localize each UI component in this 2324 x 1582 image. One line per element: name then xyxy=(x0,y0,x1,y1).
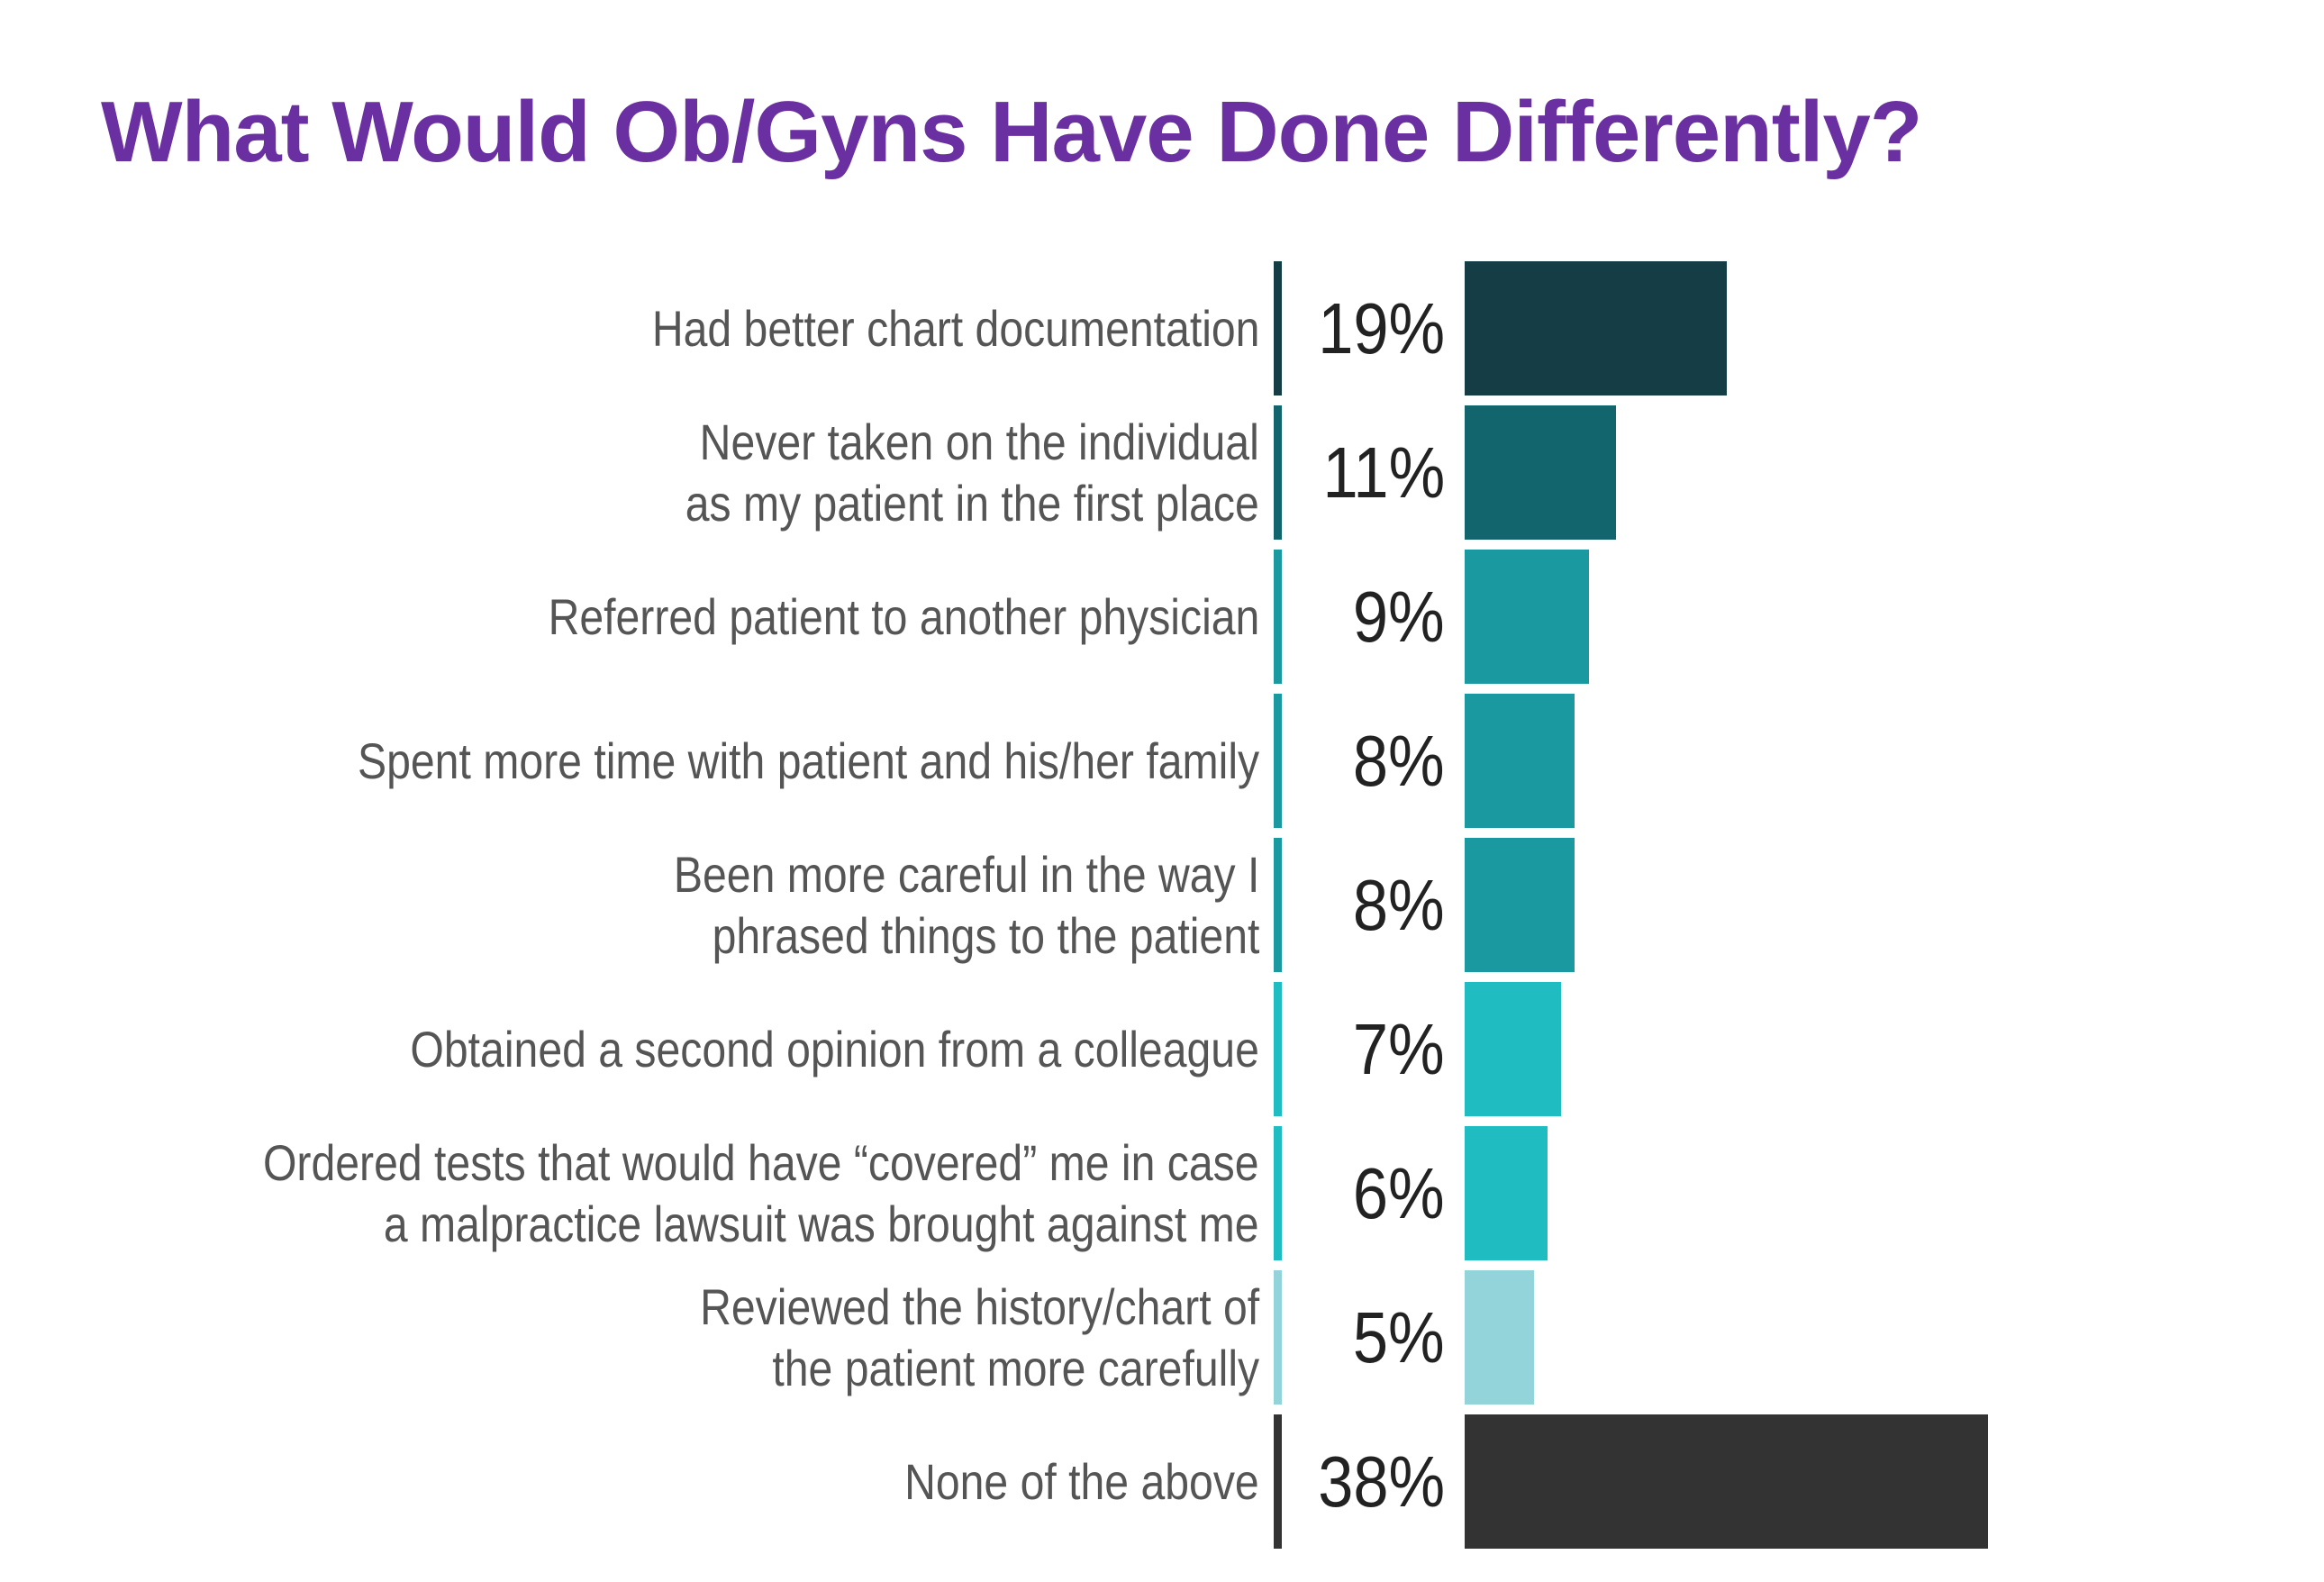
category-label: Obtained a second opinion from a colleag… xyxy=(411,982,1259,1116)
category-label: Spent more time with patient and his/her… xyxy=(358,694,1259,828)
data-label: 8% xyxy=(1353,720,1445,801)
bar-row: None of the above 38% xyxy=(0,1414,2324,1549)
data-label: 5% xyxy=(1353,1296,1445,1377)
bar-row: Spent more time with patient and his/her… xyxy=(0,694,2324,828)
category-label-line: Reviewed the history/chart of xyxy=(699,1277,1259,1335)
category-label-line: phrased things to the patient xyxy=(712,906,1259,964)
data-label: 38% xyxy=(1318,1441,1445,1522)
bar xyxy=(1465,838,1575,972)
category-label-line: Had better chart documentation xyxy=(651,299,1259,357)
row-accent-line xyxy=(1274,1270,1282,1405)
data-label: 7% xyxy=(1353,1008,1445,1089)
category-label: Never taken on the individual as my patie… xyxy=(685,405,1259,540)
category-label-line: None of the above xyxy=(904,1452,1259,1510)
category-label: Had better chart documentation xyxy=(651,261,1259,396)
category-label-line: as my patient in the first place xyxy=(685,474,1259,532)
bar-row: Reviewed the history/chart of the patient… xyxy=(0,1270,2324,1405)
category-label-line: a malpractice lawsuit was brought agains… xyxy=(384,1195,1259,1252)
bar-row: Had better chart documentation 19% xyxy=(0,261,2324,396)
row-accent-line xyxy=(1274,550,1282,684)
data-label: 8% xyxy=(1353,864,1445,945)
category-label: Ordered tests that would have “covered” … xyxy=(263,1126,1259,1260)
category-label: None of the above xyxy=(904,1414,1259,1549)
data-label: 19% xyxy=(1318,287,1445,368)
category-label: Reviewed the history/chart of the patient… xyxy=(700,1270,1259,1405)
category-label-line: Referred patient to another physician xyxy=(548,587,1259,645)
category-label-line: Spent more time with patient and his/her… xyxy=(357,732,1259,789)
row-accent-line xyxy=(1274,1126,1282,1260)
bar-row: Referred patient to another physician 9% xyxy=(0,550,2324,684)
category-label-line: Obtained a second opinion from a colleag… xyxy=(410,1020,1259,1077)
row-accent-line xyxy=(1274,694,1282,828)
row-accent-line xyxy=(1274,838,1282,972)
data-label: 11% xyxy=(1322,432,1445,513)
data-label: 9% xyxy=(1353,576,1445,657)
bar xyxy=(1465,261,1727,396)
bar xyxy=(1465,694,1575,828)
bar-row: Obtained a second opinion from a colleag… xyxy=(0,982,2324,1116)
row-accent-line xyxy=(1274,1414,1282,1549)
bar xyxy=(1465,1270,1534,1405)
category-label-line: Been more careful in the way I xyxy=(673,845,1259,903)
bar xyxy=(1465,982,1562,1116)
category-label: Referred patient to another physician xyxy=(548,550,1259,684)
row-accent-line xyxy=(1274,261,1282,396)
row-accent-line xyxy=(1274,982,1282,1116)
row-accent-line xyxy=(1274,405,1282,540)
category-label-line: Never taken on the individual xyxy=(699,413,1259,470)
bar-row: Ordered tests that would have “covered” … xyxy=(0,1126,2324,1260)
bar xyxy=(1465,550,1589,684)
bar xyxy=(1465,405,1617,540)
category-label-line: the patient more carefully xyxy=(772,1339,1259,1396)
bar xyxy=(1465,1126,1548,1260)
data-label: 6% xyxy=(1353,1152,1445,1233)
chart-title: What Would Ob/Gyns Have Done Differently… xyxy=(101,84,1922,180)
category-label-line: Ordered tests that would have “covered” … xyxy=(263,1133,1259,1191)
bar-row: Never taken on the individual as my patie… xyxy=(0,405,2324,540)
bar xyxy=(1465,1414,1989,1549)
